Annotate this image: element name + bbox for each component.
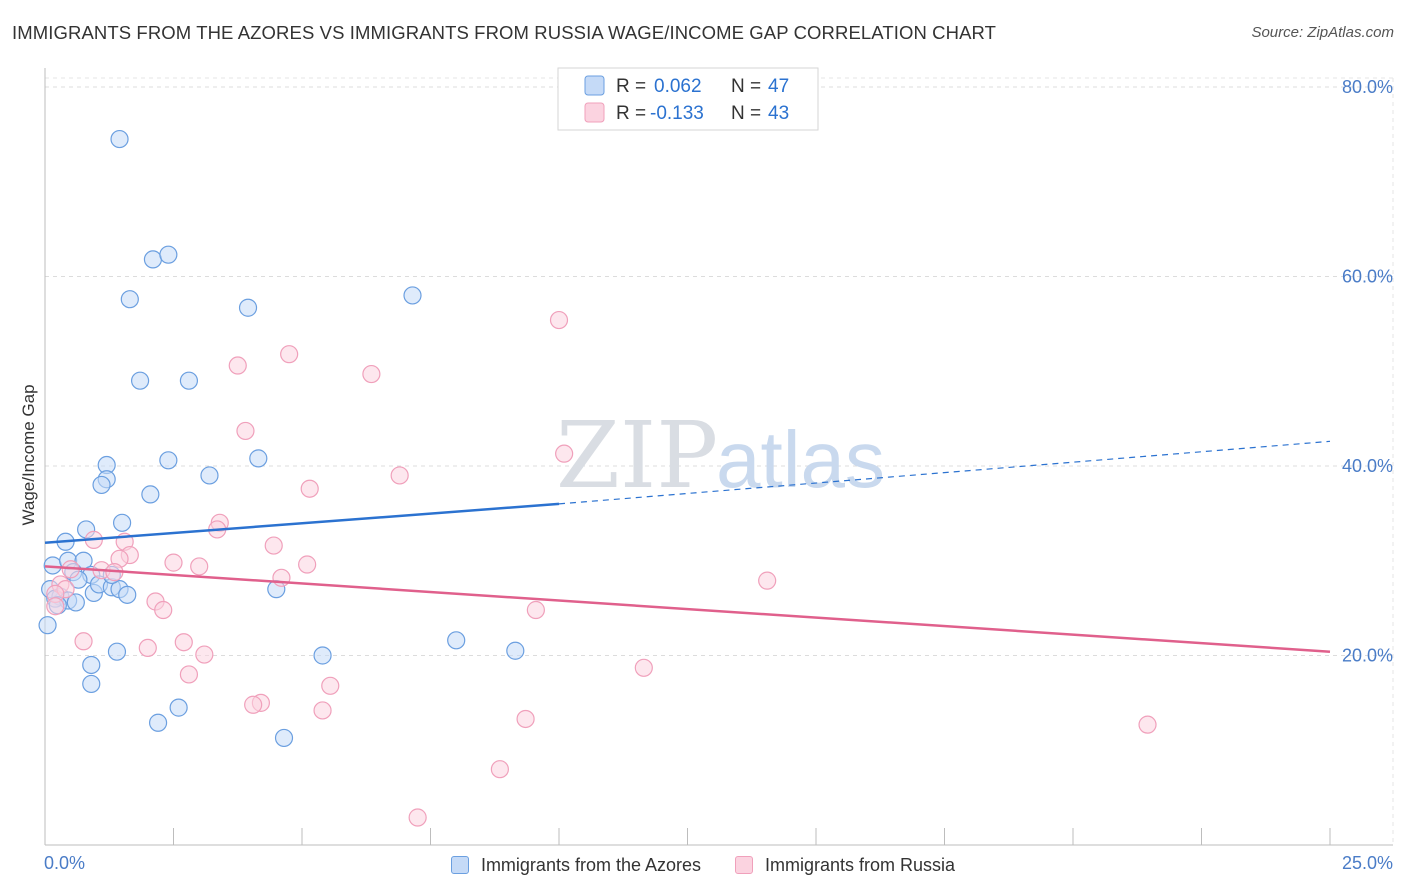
data-point-azores-38 <box>447 631 466 650</box>
data-point-azores-3 <box>120 290 139 309</box>
y-tick-label-40: 40.0% <box>1342 456 1393 476</box>
data-point-russia-30 <box>74 632 93 651</box>
data-point-russia-12 <box>264 536 283 555</box>
data-point-russia-17 <box>298 555 317 574</box>
legend-n-value-azores: 47 <box>768 76 789 97</box>
legend-r-value-azores: 0.062 <box>654 76 702 97</box>
data-point-russia-29 <box>46 597 65 616</box>
legend-bottom: Immigrants from the Azores Immigrants fr… <box>0 852 1406 878</box>
legend-bottom-label-russia: Immigrants from Russia <box>765 854 956 875</box>
legend-bottom-label-azores: Immigrants from the Azores <box>480 854 702 875</box>
trend-line-russia <box>44 565 1331 653</box>
data-point-azores-43 <box>82 674 101 694</box>
data-point-russia-22 <box>758 571 777 590</box>
data-point-russia-28 <box>526 600 545 620</box>
data-point-russia-38 <box>244 695 263 714</box>
data-point-russia-34 <box>634 658 653 677</box>
trend-line-azores-extrapolated <box>558 440 1331 505</box>
y-tick-label-80: 80.0% <box>1342 77 1393 97</box>
x-tick-label-start: 0.0% <box>44 853 85 873</box>
data-point-azores-45 <box>148 713 168 732</box>
trend-lines <box>44 440 1331 653</box>
legend-n-label-azores: N = <box>731 76 761 97</box>
watermark: ZIP atlas <box>556 402 885 509</box>
series-azores <box>38 129 525 748</box>
data-point-azores-28 <box>66 593 85 612</box>
axes <box>44 68 1393 846</box>
series-russia <box>46 310 1157 827</box>
data-point-azores-1 <box>143 250 163 269</box>
data-point-azores-15 <box>112 513 132 532</box>
data-point-russia-7 <box>300 479 319 498</box>
data-point-russia-0 <box>549 310 569 330</box>
legend-bottom-item-azores: Immigrants from the Azores <box>450 852 702 878</box>
data-point-azores-13 <box>92 475 111 495</box>
data-point-russia-32 <box>138 638 157 658</box>
trend-line-azores <box>44 502 560 544</box>
chart-title: IMMIGRANTS FROM THE AZORES VS IMMIGRANTS… <box>12 22 997 43</box>
legend-bottom-swatch-russia <box>735 856 754 874</box>
legend-r-label-azores: R = <box>616 76 646 97</box>
data-point-russia-33 <box>195 645 214 664</box>
data-point-russia-35 <box>179 665 199 684</box>
data-point-azores-10 <box>249 449 268 468</box>
data-point-azores-14 <box>141 485 160 504</box>
data-point-azores-40 <box>313 646 332 665</box>
watermark-atlas-text: atlas <box>716 415 885 504</box>
data-point-azores-44 <box>169 698 188 717</box>
data-point-azores-39 <box>506 641 525 660</box>
data-point-azores-5 <box>403 286 422 305</box>
legend-swatch-azores <box>584 75 605 96</box>
data-point-russia-42 <box>490 760 509 779</box>
data-point-azores-11 <box>200 466 219 485</box>
legend-r-value-russia: -0.133 <box>650 103 704 124</box>
data-point-azores-37 <box>38 616 57 635</box>
legend-n-value-russia: 43 <box>768 103 789 124</box>
data-point-azores-46 <box>274 728 294 748</box>
legend-bottom-swatch-azores <box>450 856 469 874</box>
data-point-russia-41 <box>1138 715 1157 734</box>
legend-top: R = 0.062 N = 47 R = -0.133 N = 43 <box>557 67 819 131</box>
y-tick-label-20: 20.0% <box>1342 645 1393 665</box>
data-point-russia-43 <box>408 808 427 827</box>
data-series <box>38 129 1157 827</box>
data-point-russia-1 <box>280 345 299 364</box>
legend-r-label-russia: R = <box>616 103 646 124</box>
x-tick-label-end: 25.0% <box>1342 853 1393 873</box>
data-point-azores-35 <box>118 585 137 604</box>
watermark-zip-text: ZIP <box>556 402 718 509</box>
data-point-azores-41 <box>82 655 101 675</box>
y-tick-label-60: 60.0% <box>1342 266 1393 286</box>
source-credit: Source: ZipAtlas.com <box>1251 24 1394 41</box>
legend-swatch-russia <box>584 102 605 123</box>
data-point-azores-4 <box>238 298 258 317</box>
data-point-russia-31 <box>174 633 193 652</box>
y-axis-label: Wage/Income Gap <box>19 384 38 525</box>
data-point-russia-2 <box>228 356 247 375</box>
data-point-russia-3 <box>362 364 381 384</box>
tick-labels: 20.0% 40.0% 60.0% 80.0% 0.0% 25.0% <box>44 77 1393 873</box>
data-point-azores-6 <box>130 371 150 390</box>
legend-n-label-russia: N = <box>731 103 761 124</box>
data-point-azores-7 <box>179 371 199 390</box>
data-point-azores-9 <box>159 451 178 470</box>
data-point-russia-27 <box>154 600 173 620</box>
data-point-azores-2 <box>159 245 178 264</box>
data-point-russia-36 <box>321 676 340 695</box>
legend-bottom-item-russia: Immigrants from Russia <box>735 852 955 878</box>
data-point-russia-40 <box>516 709 535 729</box>
data-point-russia-5 <box>555 444 574 463</box>
data-point-azores-0 <box>110 129 129 149</box>
data-point-azores-42 <box>107 642 127 661</box>
data-point-russia-16 <box>190 557 209 576</box>
data-point-russia-6 <box>390 466 409 485</box>
data-point-russia-39 <box>313 701 332 720</box>
data-point-russia-15 <box>164 553 183 572</box>
data-point-russia-4 <box>236 421 255 441</box>
